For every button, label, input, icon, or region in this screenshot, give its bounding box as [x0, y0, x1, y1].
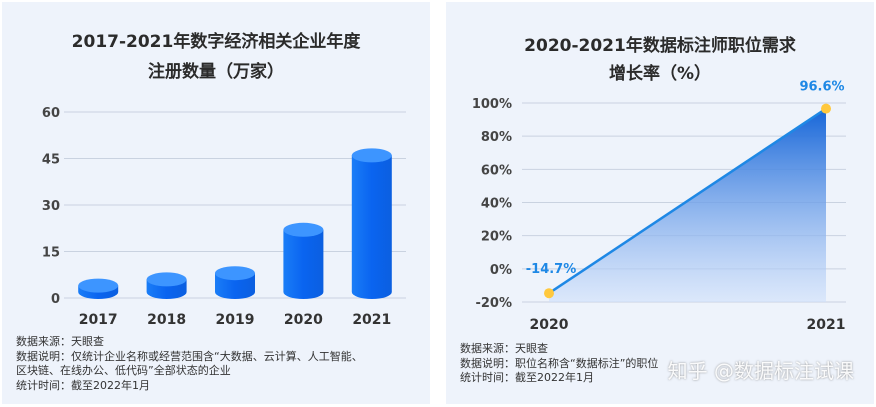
bar-category-label: 2017: [79, 312, 118, 328]
bar-cylinder-top: [146, 272, 187, 287]
bar-note-desc2: 区块链、在线办公、低代码”全部状态的企业: [16, 364, 231, 377]
growth-ytick-label: 100%: [472, 97, 512, 112]
bar-ytick-label: 0: [51, 292, 60, 307]
watermark: 知乎 @数据标注试课: [667, 359, 854, 383]
bar-ytick-label: 60: [42, 106, 60, 121]
bar-cylinder-top: [283, 222, 324, 237]
growth-point-marker: [544, 288, 554, 299]
growth-note-desc: 数据说明：职位名称含“数据标注”的职位: [460, 356, 659, 370]
bar-cylinder-body: [283, 229, 324, 299]
bar-category-label: 2019: [216, 312, 255, 328]
bar-note-desc1: 数据说明：仅统计企业名称或经营范围含“大数据、云计算、人工智能、: [16, 349, 363, 363]
bar-ytick-label: 45: [42, 153, 60, 168]
growth-ytick-label: 0%: [490, 263, 512, 278]
bar-cylinder-top: [351, 148, 392, 163]
bar-cylinder-top: [78, 278, 119, 293]
bar-category-label: 2021: [352, 312, 391, 328]
growth-chart-notes: 数据来源：天眼查 数据说明：职位名称含“数据标注”的职位 统计时间：截至2022…: [460, 342, 658, 386]
growth-ytick-label: 80%: [481, 130, 512, 145]
growth-point-marker: [821, 103, 831, 114]
bar-chart-notes: 数据来源：天眼查 数据说明：仅统计企业名称或经营范围含“大数据、云计算、人工智能…: [16, 335, 363, 393]
bar-chart-title-line1: 2017-2021年数字经济相关企业年度: [71, 32, 361, 52]
growth-ytick-label: 20%: [481, 230, 512, 245]
bar-cylinder-body: [215, 273, 255, 299]
growth-chart: -20% 0% 20% 40% 60% 80% 100% 2020 2021 -14.7% 96.6…: [472, 80, 846, 333]
bar-ytick-label: 30: [42, 199, 60, 214]
growth-chart-title-line1: 2020-2021年数据标注师职位需求: [524, 36, 796, 56]
growth-category-label: 2021: [807, 317, 846, 333]
growth-ytick-label: 60%: [481, 163, 512, 178]
bar-note-source: 数据来源：天眼查: [16, 335, 104, 348]
growth-line: [548, 107, 827, 295]
growth-category-label: 2020: [530, 317, 569, 333]
bar-category-label: 2020: [284, 312, 323, 328]
bar-category-label: 2018: [147, 312, 186, 328]
growth-ytick-label: -20%: [475, 296, 512, 311]
bar-chart-panel: 2017-2021年数字经济相关企业年度 注册数量（万家） 0 15 30 45 60 2…: [2, 2, 430, 404]
bar-chart: 0 15 30 45 60 2017 2018 2019 2020 2021: [42, 106, 406, 328]
bar-ytick-label: 15: [42, 246, 60, 261]
growth-ytick-label: 40%: [481, 197, 512, 212]
growth-area-fill: [549, 108, 826, 302]
growth-data-label: -14.7%: [526, 262, 577, 277]
growth-chart-panel: 2020-2021年数据标注师职位需求 增长率（%） -20% 0% 20% 40% 6…: [446, 2, 874, 404]
growth-data-label: 96.6%: [799, 80, 844, 95]
bar-cylinder-body: [351, 155, 392, 299]
growth-note-time: 统计时间：截至2022年1月: [460, 371, 594, 384]
growth-chart-title-line2: 增长率（%）: [608, 64, 712, 84]
bar-cylinder-top: [215, 266, 255, 281]
bar-note-time: 统计时间：截至2022年1月: [16, 378, 150, 392]
bar-chart-title-line2: 注册数量（万家）: [148, 62, 284, 82]
growth-note-source: 数据来源：天眼查: [460, 342, 548, 355]
